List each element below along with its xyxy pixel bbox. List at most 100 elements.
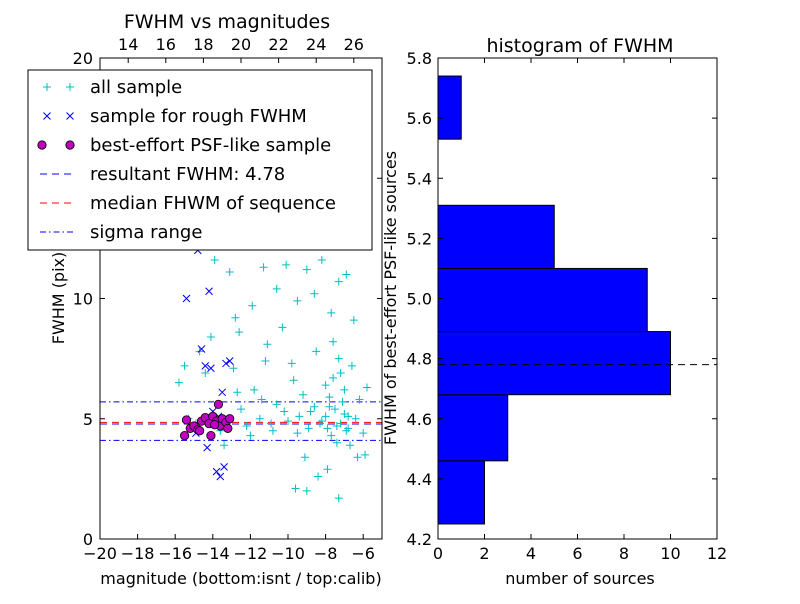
x-tick-label: 0 (433, 544, 443, 563)
data-point-plus (317, 256, 326, 265)
data-point-plus (334, 494, 343, 503)
y-tick-label: 10 (73, 290, 93, 309)
data-point-plus (361, 450, 370, 459)
data-point-circle (180, 430, 190, 441)
data-point-plus (206, 332, 215, 341)
data-point-plus (334, 354, 343, 363)
x-tick-label: 8 (619, 544, 629, 563)
data-point-plus (263, 340, 272, 349)
data-point-plus (225, 268, 234, 277)
legend-label: resultant FWHM: 4.78 (90, 164, 285, 185)
histogram-bar (437, 267, 648, 333)
data-point-plus (342, 426, 351, 435)
legend-label: sample for rough FWHM (90, 106, 307, 127)
legend-x-icon (43, 112, 51, 120)
x-tick-label: −20 (83, 544, 117, 563)
data-point-plus (362, 383, 371, 392)
data-point-plus (310, 402, 319, 411)
data-point-plus (321, 412, 330, 421)
data-point-plus (351, 414, 360, 423)
data-point-plus (293, 429, 302, 438)
data-point-plus (329, 337, 338, 346)
data-point-circle (225, 414, 235, 424)
data-point-plus (327, 431, 336, 440)
data-point-plus (314, 472, 323, 481)
legend-circle-icon (37, 140, 47, 150)
data-point-plus (342, 270, 351, 279)
data-point-plus (257, 395, 266, 404)
legend-x-icon (66, 112, 74, 120)
data-point-plus (272, 284, 281, 293)
data-point-plus (229, 364, 238, 373)
data-point-plus (299, 390, 308, 399)
data-point-plus (325, 393, 334, 402)
legend-entry: all sample (43, 77, 182, 98)
data-point-x (182, 294, 191, 303)
y-tick-label: 4.4 (407, 470, 432, 489)
y-tick-label: 20 (73, 49, 93, 68)
x-tick-label: −6 (351, 544, 375, 563)
scatter-legend: all sample sample for rough FWHM best-effo… (27, 69, 373, 251)
legend-circle-icon (65, 140, 75, 150)
data-point-circle (213, 399, 224, 409)
scatter-chart: −20−18−16−14−12−10−8−6051015201416182022… (27, 11, 383, 588)
histogram-bar (437, 394, 509, 462)
y-tick-label: 5.4 (407, 169, 432, 188)
data-point-plus (306, 407, 315, 416)
top-x-tick-label: 16 (156, 35, 176, 54)
data-point-plus (349, 316, 358, 325)
histogram-x-axis-label: number of sources (505, 569, 655, 588)
x-tick-label: −10 (271, 544, 305, 563)
data-point-plus (332, 438, 341, 447)
data-point-x (222, 359, 230, 368)
data-point-plus (347, 361, 356, 370)
top-x-tick-label: 18 (193, 35, 213, 54)
data-point-plus (278, 323, 287, 332)
legend-label: median FHWM of sequence (90, 193, 336, 214)
data-point-plus (210, 256, 219, 265)
data-point-plus (312, 347, 321, 356)
y-tick-label: 5.0 (407, 290, 432, 309)
data-point-circle (206, 430, 216, 441)
scatter-title: FWHM vs magnitudes (124, 11, 330, 33)
legend-box (27, 69, 373, 251)
data-point-plus (284, 417, 292, 426)
data-point-circle (223, 423, 233, 433)
y-tick-label: 5.2 (407, 229, 432, 248)
data-point-plus (359, 429, 368, 438)
y-tick-label: 4.2 (407, 530, 432, 549)
data-point-plus (336, 419, 345, 428)
data-point-x (207, 364, 215, 373)
y-tick-label: 5 (83, 410, 93, 429)
data-point-plus (291, 484, 300, 493)
data-point-plus (355, 395, 364, 404)
data-point-plus (325, 402, 334, 411)
data-point-x (220, 462, 228, 471)
data-point-plus (334, 277, 343, 286)
x-tick-label: −8 (314, 544, 338, 563)
data-point-plus (231, 313, 240, 322)
data-point-circle (195, 426, 205, 436)
data-point-plus (287, 359, 296, 368)
data-point-plus (304, 424, 313, 433)
data-point-circle (210, 420, 220, 430)
data-point-plus (233, 388, 242, 397)
data-point-plus (346, 441, 355, 450)
data-point-plus (246, 431, 255, 440)
histogram-axis-ticks: 0 2 4 6 8 10 12 4.2 4.4 4.6 4.8 5.0 5.2 5.4 5.6 5.8 (407, 49, 728, 563)
scatter-x-axis-label: magnitude (bottom:isnt / top:calib) (100, 569, 381, 588)
histogram-title: histogram of FWHM (486, 35, 673, 57)
x-tick-label: 2 (479, 544, 489, 563)
data-point-x (212, 467, 221, 476)
legend-plus-icon (66, 83, 74, 91)
legend-entry: resultant FWHM: 4.78 (40, 164, 285, 185)
reference-lines (100, 401, 382, 441)
legend-label: all sample (90, 77, 182, 98)
data-point-plus (323, 424, 332, 433)
data-point-plus (336, 369, 345, 378)
data-point-plus (323, 465, 332, 474)
data-point-x (197, 345, 206, 353)
legend-entry: median FHWM of sequence (40, 193, 336, 214)
x-tick-label: 10 (660, 544, 680, 563)
